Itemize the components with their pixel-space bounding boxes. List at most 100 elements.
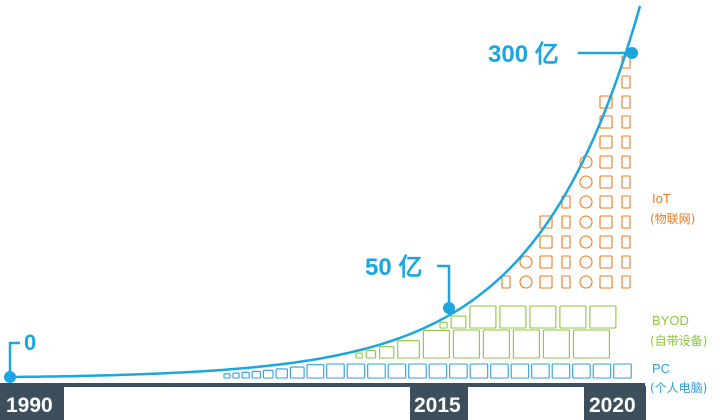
- tablet-icon: [512, 329, 540, 359]
- gadget-icon: [621, 155, 631, 169]
- point-2015: 50 亿: [365, 254, 455, 314]
- monitor-icon: [251, 370, 261, 379]
- device-icon: [599, 175, 613, 189]
- gadget-icon: [621, 275, 631, 289]
- data-point: [443, 302, 455, 314]
- tablet-icon: [450, 315, 467, 329]
- legend-iot: IoT (物联网): [650, 191, 695, 226]
- monitor-icon: [387, 363, 407, 379]
- tablet-icon: [355, 352, 363, 359]
- monitor-icon: [531, 363, 550, 379]
- tablet-icon: [379, 346, 395, 359]
- point-label: 300 亿: [488, 41, 559, 68]
- gadget-icon: [561, 255, 571, 269]
- x-tick-2015: 2015: [410, 386, 468, 420]
- pc-icons: [223, 363, 632, 379]
- x-tick-label: 1990: [6, 394, 53, 417]
- monitor-icon: [449, 363, 468, 379]
- device-icon: [539, 235, 553, 249]
- tablet-icon: [397, 340, 420, 359]
- gadget-icon: [621, 215, 631, 229]
- tablet-icon: [439, 321, 448, 329]
- sensor-icon: [579, 175, 593, 189]
- point-2020: 300 亿: [488, 41, 638, 68]
- monitor-icon: [262, 369, 274, 379]
- device-icon: [599, 235, 613, 249]
- gadget-icon: [621, 235, 631, 249]
- x-axis-bar: [0, 383, 645, 387]
- growth-curve: [10, 5, 642, 379]
- monitor-icon: [490, 363, 509, 379]
- device-icon: [599, 195, 613, 209]
- monitor-icon: [428, 363, 448, 379]
- monitor-icon: [510, 363, 530, 379]
- sensor-icon: [519, 275, 533, 289]
- x-tick-label: 2020: [589, 394, 636, 417]
- gadget-icon: [621, 95, 631, 109]
- tablet-icon: [469, 305, 497, 329]
- legend-sublabel: (物联网): [650, 212, 695, 226]
- monitor-icon: [408, 363, 427, 379]
- legend-sublabel: (个人电脑): [650, 381, 707, 395]
- monitor-icon: [275, 368, 288, 379]
- x-tick-1990: 1990: [0, 386, 64, 420]
- monitor-icon: [551, 363, 571, 379]
- legend-label: BYOD: [652, 313, 689, 328]
- sensor-icon: [579, 215, 593, 229]
- point-label: 50 亿: [365, 254, 422, 281]
- tablet-icon: [452, 329, 480, 359]
- gadget-icon: [621, 255, 631, 269]
- gadget-icon: [621, 135, 631, 149]
- byod-icons: [355, 305, 617, 359]
- monitor-icon: [367, 363, 386, 379]
- tablet-icon: [365, 349, 377, 359]
- monitor-icon: [326, 363, 345, 379]
- tablet-icon: [559, 305, 587, 329]
- gadget-icon: [561, 215, 571, 229]
- sensor-icon: [579, 235, 593, 249]
- gadget-icon: [501, 275, 511, 289]
- tablet-icon: [499, 305, 527, 329]
- legend-byod: BYOD (自带设备): [650, 313, 707, 348]
- gadget-icon: [561, 275, 571, 289]
- device-icon: [599, 255, 613, 269]
- monitor-icon: [469, 363, 489, 379]
- tablet-icon: [529, 305, 557, 329]
- tablet-icon: [482, 329, 510, 359]
- device-icon: [539, 255, 553, 269]
- monitor-icon: [613, 363, 632, 379]
- gadget-icon: [621, 75, 631, 89]
- callout-leader: [437, 264, 451, 303]
- monitor-icon: [306, 364, 325, 379]
- x-tick-2020: 2020: [584, 386, 646, 420]
- gadget-icon: [621, 115, 631, 129]
- monitor-icon: [592, 363, 612, 379]
- iot-icons: [501, 55, 631, 289]
- sensor-icon: [579, 275, 593, 289]
- monitor-icon: [241, 371, 250, 379]
- legend-label: PC: [652, 361, 670, 376]
- monitor-icon: [223, 373, 231, 379]
- x-tick-label: 2015: [414, 394, 461, 417]
- callout-leader: [8, 341, 20, 376]
- legend-sublabel: (自带设备): [650, 334, 707, 348]
- device-icon: [599, 275, 613, 289]
- monitor-icon: [289, 366, 305, 379]
- device-icon: [599, 155, 613, 169]
- gadget-icon: [621, 195, 631, 209]
- sensor-icon: [519, 255, 533, 269]
- tablet-icon: [589, 305, 617, 329]
- sensor-icon: [579, 195, 593, 209]
- tablet-icon: [572, 329, 610, 359]
- point-1990: 0: [4, 330, 36, 383]
- point-label: 0: [24, 330, 36, 355]
- data-point: [626, 47, 638, 59]
- legend-label: IoT: [652, 191, 671, 206]
- tablet-icon: [422, 329, 450, 359]
- monitor-icon: [572, 363, 591, 379]
- monitor-icon: [232, 372, 240, 379]
- gadget-icon: [621, 175, 631, 189]
- data-point: [4, 371, 16, 383]
